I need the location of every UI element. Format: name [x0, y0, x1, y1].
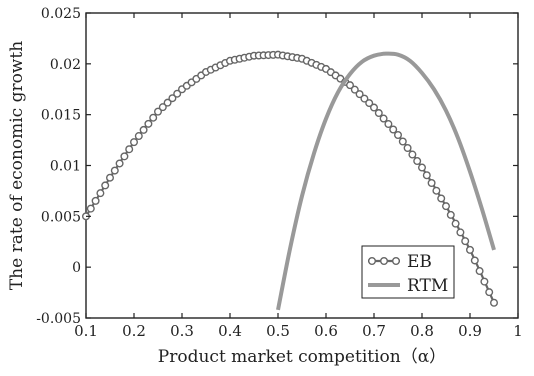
series-marker-eb	[346, 81, 355, 90]
series-marker-eb	[173, 89, 182, 98]
y-tick-label: 0.025	[41, 6, 81, 22]
x-tick-label: 0.1	[74, 322, 98, 340]
series-marker-eb	[120, 152, 129, 161]
series-marker-eb	[384, 120, 393, 129]
y-tick-label: 0	[72, 260, 81, 276]
legend-marker	[380, 257, 389, 266]
series-marker-eb	[379, 114, 388, 123]
y-tick-label: 0.01	[50, 159, 81, 175]
series-marker-eb	[437, 194, 446, 203]
series-marker-eb	[144, 119, 153, 128]
x-tick-label: 0.7	[362, 322, 386, 340]
y-tick-label: -0.005	[36, 311, 81, 327]
legend: EB RTM	[361, 245, 455, 299]
plot-area	[81, 12, 519, 319]
x-tick-label: 0.9	[458, 322, 482, 340]
series-marker-eb	[403, 144, 412, 153]
x-axis: 0.1 0.2 0.3 0.4 0.5 0.6 0.7 0.8 0.9 1	[74, 13, 523, 340]
legend-marker	[392, 257, 401, 266]
series-marker-eb	[432, 186, 441, 195]
series-marker-eb	[418, 163, 427, 172]
series-marker-eb	[149, 113, 158, 122]
series-marker-eb	[466, 245, 475, 254]
series-marker-eb	[370, 103, 379, 112]
series-marker-eb	[134, 132, 143, 141]
series-marker-eb	[490, 298, 499, 307]
series-marker-eb	[125, 145, 134, 154]
series-marker-eb	[350, 85, 359, 94]
x-tick-label: 0.2	[122, 322, 146, 340]
series-line-rtm	[276, 51, 496, 311]
series-marker-eb	[398, 137, 407, 146]
series-marker-eb	[408, 150, 417, 159]
series-marker-eb	[470, 256, 479, 265]
y-tick-label: 0.015	[41, 108, 81, 124]
series-marker-eb	[163, 98, 172, 107]
series-marker-eb	[456, 228, 465, 237]
series-marker-eb	[110, 166, 119, 175]
legend-label: EB	[407, 252, 432, 272]
series-marker-eb	[451, 219, 460, 228]
legend-marker	[368, 257, 377, 266]
x-tick-label: 0.4	[218, 322, 242, 340]
y-tick-label: 0.005	[41, 209, 81, 225]
legend-item-eb: EB	[368, 252, 432, 272]
series-marker-eb	[442, 202, 451, 211]
legend-box	[361, 245, 455, 299]
series-marker-eb	[422, 171, 431, 180]
x-tick-label: 1	[513, 322, 523, 340]
series-marker-eb	[139, 125, 148, 134]
series-marker-eb	[101, 181, 110, 190]
series-marker-eb	[105, 173, 114, 182]
series-marker-eb	[115, 159, 124, 168]
series-marker-eb	[446, 210, 455, 219]
series-marker-eb	[153, 107, 162, 116]
series-marker-eb	[413, 157, 422, 166]
series-layer	[81, 50, 499, 311]
series-marker-eb	[86, 204, 95, 213]
x-tick-label: 0.3	[170, 322, 194, 340]
y-axis: -0.005 0 0.005 0.01 0.015 0.02 0.025	[36, 6, 518, 327]
y-axis-title: The rate of economic growth	[7, 41, 27, 290]
x-tick-label: 0.6	[314, 322, 338, 340]
series-marker-eb	[485, 288, 494, 297]
series-marker-eb	[374, 109, 383, 118]
series-marker-eb	[365, 99, 374, 108]
series-marker-eb	[461, 237, 470, 246]
x-axis-title: Product market competition（α）	[158, 347, 446, 367]
y-tick-label: 0.02	[50, 57, 81, 73]
legend-label: RTM	[407, 276, 448, 296]
series-marker-eb	[360, 94, 369, 103]
series-marker-eb	[389, 125, 398, 134]
series-marker-eb	[427, 178, 436, 187]
x-tick-label: 0.5	[266, 322, 290, 340]
series-marker-eb	[168, 94, 177, 103]
series-marker-eb	[355, 90, 364, 99]
series-eb	[81, 50, 499, 307]
series-marker-eb	[480, 277, 489, 286]
series-marker-eb	[158, 103, 167, 112]
legend-item-rtm: RTM	[368, 276, 448, 296]
series-marker-eb	[129, 138, 138, 147]
x-tick-label: 0.8	[410, 322, 434, 340]
series-marker-eb	[475, 267, 484, 276]
series-marker-eb	[394, 130, 403, 139]
series-marker-eb	[96, 189, 105, 198]
series-marker-eb	[91, 196, 100, 205]
series-rtm	[276, 51, 496, 311]
